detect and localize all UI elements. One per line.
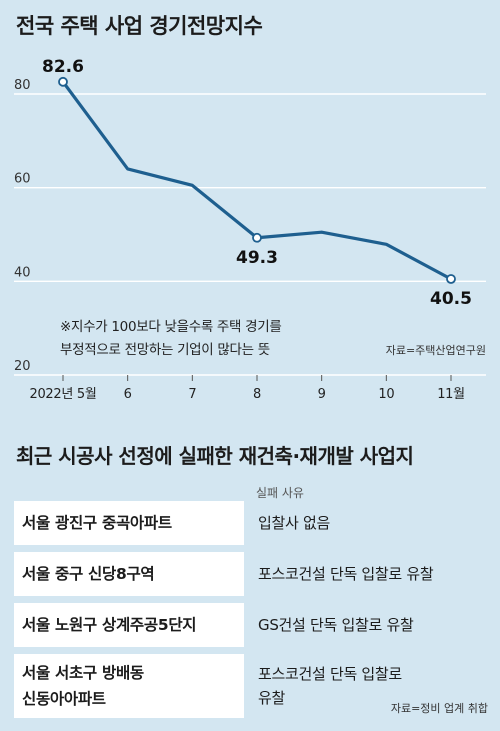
data-label: 82.6	[42, 57, 84, 77]
data-point	[446, 274, 456, 284]
table-row: 서울 노원구 상계주공5단지 GS건설 단독 입찰로 유찰	[14, 603, 490, 647]
reason-column-header: 실패 사유	[256, 486, 304, 500]
table-source: 자료=정비 업계 취합	[390, 702, 488, 715]
project-name: 서울 중구 신당8구역	[14, 552, 244, 596]
chart-title: 전국 주택 사업 경기전망지수	[16, 14, 263, 38]
failure-reason: 입찰사 없음	[258, 501, 490, 545]
failure-reason-line: 포스코건설 단독 입찰로 유찰	[258, 565, 434, 583]
failure-reason-line: 유찰	[258, 689, 286, 707]
project-name: 서울 노원구 상계주공5단지	[14, 603, 244, 647]
x-tick-label: 6	[124, 387, 132, 402]
data-point	[58, 76, 68, 87]
chart-note-line: ※지수가 100보다 낮을수록 주택 경기를	[60, 319, 282, 335]
project-name-line: 서울 노원구 상계주공5단지	[22, 616, 197, 634]
failure-reason: GS건설 단독 입찰로 유찰	[258, 603, 490, 647]
data-point	[252, 232, 262, 243]
project-name: 서울 광진구 중곡아파트	[14, 501, 244, 545]
failure-reason-line: 포스코건설 단독 입찰로	[258, 665, 402, 683]
failure-reason: 포스코건설 단독 입찰로 유찰	[258, 552, 490, 596]
data-label: 40.5	[430, 289, 472, 309]
x-tick-label: 7	[188, 387, 196, 402]
table-row: 서울 광진구 중곡아파트 입찰사 없음	[14, 501, 490, 545]
failure-reason-line: 입찰사 없음	[258, 514, 330, 532]
y-tick-label: 80	[14, 78, 31, 93]
failure-reason-line: GS건설 단독 입찰로 유찰	[258, 616, 414, 634]
x-tick-label: 10	[378, 387, 394, 402]
x-tick-label: 2022년 5월	[29, 387, 96, 402]
y-tick-label: 40	[14, 265, 31, 280]
line-chart: 20 40 60 80 2022년 5월 6 7 8 9 10 11월 82.6 49.3 40.5 ※지수…	[14, 57, 486, 402]
data-label: 49.3	[236, 248, 278, 268]
project-name-line: 서울 서초구 방배동	[22, 664, 144, 682]
x-tick-label: 11월	[437, 387, 465, 402]
chart-source: 자료=주택산업연구원	[386, 344, 486, 357]
table-title: 최근 시공사 선정에 실패한 재건축·재개발 사업지	[16, 444, 414, 468]
x-tick-label: 8	[253, 387, 261, 402]
project-name-line: 신동아아파트	[22, 690, 106, 708]
y-tick-label: 60	[14, 172, 31, 187]
table-row: 서울 서초구 방배동 신동아아파트 포스코건설 단독 입찰로 유찰	[14, 654, 490, 718]
x-tick-label: 9	[318, 387, 326, 402]
chart-note-line: 부정적으로 전망하는 기업이 많다는 뜻	[60, 342, 270, 358]
project-name-line: 서울 광진구 중곡아파트	[22, 514, 172, 532]
y-tick-label: 20	[14, 359, 31, 374]
table-row: 서울 중구 신당8구역 포스코건설 단독 입찰로 유찰	[14, 552, 490, 596]
project-name-line: 서울 중구 신당8구역	[22, 565, 155, 583]
